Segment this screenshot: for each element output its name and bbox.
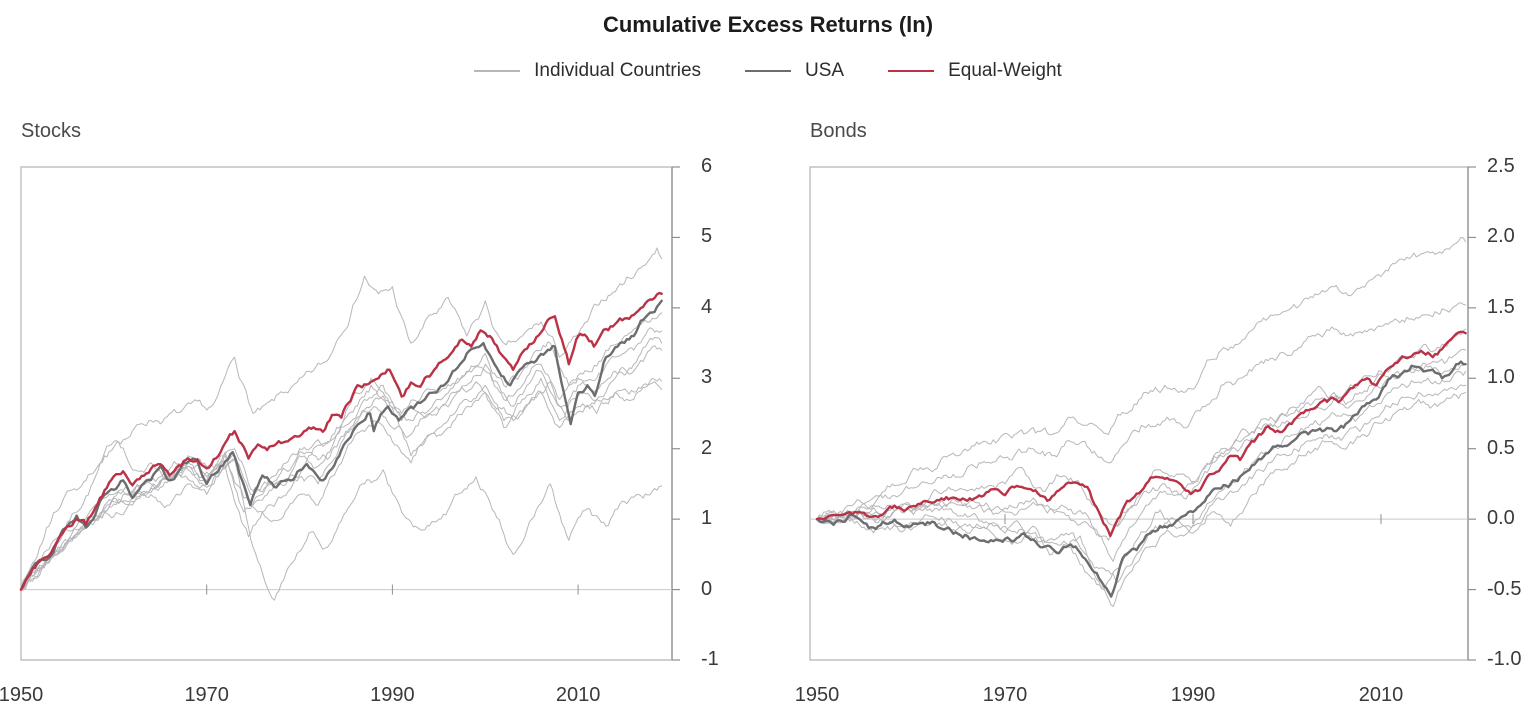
series-line-country-5 xyxy=(816,370,1467,607)
series-line-country-7 xyxy=(20,458,663,601)
series-line-equal-weight xyxy=(19,291,663,591)
series-line-country-5 xyxy=(20,377,663,591)
usa-line-swatch-icon xyxy=(745,70,792,72)
y-tick-label: 2.0 xyxy=(1487,225,1515,248)
x-tick-label: 1990 xyxy=(370,684,415,706)
series-line-country-8 xyxy=(20,345,663,591)
y-tick-label: 4 xyxy=(701,295,713,318)
x-tick-label: 1990 xyxy=(1170,684,1216,706)
plot-border xyxy=(809,166,1468,661)
series-line-country-6 xyxy=(20,381,663,591)
legend-label-usa: USA xyxy=(805,60,845,81)
legend-item-usa: USA xyxy=(745,60,844,82)
page-title: Cumulative Excess Returns (ln) xyxy=(602,12,934,37)
y-tick-label: 1.0 xyxy=(1487,366,1515,389)
panel-title-stocks: Stocks xyxy=(21,120,82,142)
x-tick-label: 1950 xyxy=(794,684,840,706)
x-tick-label: 1970 xyxy=(982,684,1028,706)
y-tick-label: 3 xyxy=(701,366,713,389)
series-line-country-1 xyxy=(816,236,1467,524)
y-tick-label: 1.5 xyxy=(1487,295,1515,318)
series-line-country-3 xyxy=(20,327,663,591)
series-line-equal-weight xyxy=(815,330,1467,538)
legend-label-equal-weight: Equal-Weight xyxy=(948,60,1062,81)
x-tick-label: 2010 xyxy=(555,684,601,706)
y-tick-label: 2 xyxy=(701,436,713,459)
series-line-usa xyxy=(815,360,1467,598)
series-line-usa xyxy=(19,299,663,591)
individual-countries-line-swatch-icon xyxy=(474,70,521,72)
series-line-country-7 xyxy=(816,391,1467,591)
y-tick-label: -1 xyxy=(701,648,719,670)
panel-title-bonds: Bonds xyxy=(810,120,867,142)
series-line-country-1 xyxy=(20,247,663,591)
series-line-country-4 xyxy=(816,348,1467,562)
series-line-country-8 xyxy=(816,363,1467,541)
legend-item-individual-countries: Individual Countries xyxy=(474,60,701,82)
series-line-country-2 xyxy=(816,302,1467,521)
y-tick-label: -1.0 xyxy=(1487,648,1522,670)
legend-item-equal-weight: Equal-Weight xyxy=(888,60,1062,82)
x-tick-label: 1970 xyxy=(184,684,229,706)
y-tick-label: 0 xyxy=(701,577,713,600)
y-tick-label: 2.5 xyxy=(1487,155,1515,177)
legend: Individual Countries USA Equal-Weight xyxy=(0,60,1536,82)
series-line-country-6 xyxy=(816,384,1467,583)
x-tick-label: 1950 xyxy=(0,684,44,706)
y-tick-label: 0.5 xyxy=(1487,436,1515,459)
y-tick-label: -0.5 xyxy=(1487,577,1522,600)
x-tick-label: 2010 xyxy=(1358,684,1404,706)
y-tick-label: 1 xyxy=(701,507,713,530)
plot-border xyxy=(20,166,672,661)
y-tick-label: 0.0 xyxy=(1487,507,1515,530)
equal-weight-line-swatch-icon xyxy=(888,70,935,72)
legend-label-individual-countries: Individual Countries xyxy=(534,60,702,81)
y-tick-label: 6 xyxy=(701,155,713,177)
y-tick-label: 5 xyxy=(701,225,713,248)
